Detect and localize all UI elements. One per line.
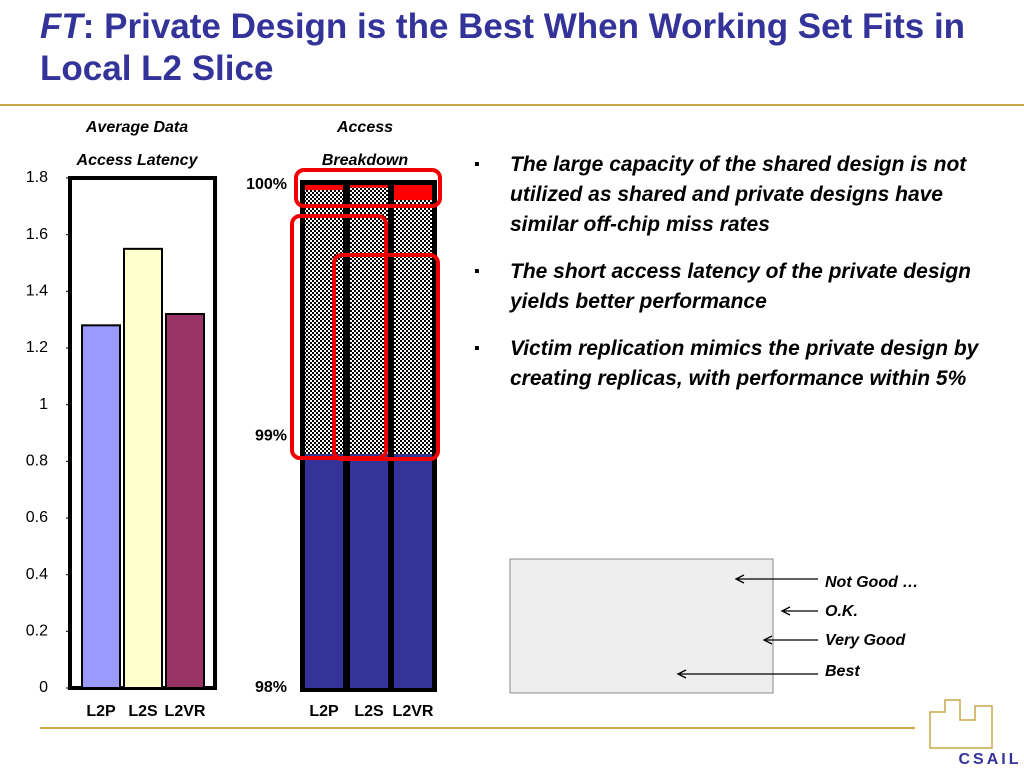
- bar-segment: [350, 187, 388, 424]
- bar: [81, 324, 121, 689]
- y-tick-label: 0.4: [26, 566, 48, 583]
- bar-segment: [305, 190, 343, 228]
- bar-segment: [305, 227, 343, 455]
- bar-segment: [394, 200, 432, 268]
- x-tick-label: L2VR: [393, 703, 434, 720]
- title-em: FT: [40, 7, 83, 46]
- chart-title: Access Latency: [76, 152, 199, 169]
- bar-segment: [350, 185, 388, 188]
- x-tick-label: L2P: [86, 703, 116, 720]
- bullet: Victim replication mimics the private de…: [470, 334, 1010, 394]
- highlight: [294, 168, 442, 208]
- x-tick-label: L2VR: [165, 703, 206, 720]
- bar-segment: [305, 185, 343, 191]
- bar-segment: [394, 185, 432, 201]
- bar-segment: [305, 454, 343, 688]
- y-tick-label: 100%: [246, 176, 287, 193]
- bar: [123, 247, 163, 689]
- annotation: Not Good …: [825, 574, 918, 591]
- bullet: The large capacity of the shared design …: [470, 150, 1010, 240]
- arrows: [676, 574, 818, 679]
- logo-text: CSAIL: [959, 751, 1022, 768]
- bullets: The large capacity of the shared design …: [470, 150, 1010, 411]
- x-tick-label: L2S: [354, 703, 384, 720]
- y-tick-label: 1.2: [26, 339, 48, 356]
- chart-title: Breakdown: [322, 152, 408, 169]
- y-tick-label: 0.6: [26, 509, 48, 526]
- y-tick-label: 0: [39, 679, 48, 696]
- annotation: Very Good: [825, 632, 907, 649]
- y-tick-label: 1: [39, 396, 48, 413]
- title-rest: : Private Design is the Best When Workin…: [40, 7, 966, 88]
- y-tick-label: 0.2: [26, 623, 48, 640]
- bar: [165, 313, 205, 689]
- y-tick-label: 99%: [255, 428, 287, 445]
- chart-title: Access: [336, 119, 393, 136]
- y-tick-label: 0.8: [26, 453, 48, 470]
- bar-segment: [394, 454, 432, 688]
- x-tick-label: L2S: [128, 703, 158, 720]
- logo: [929, 699, 993, 749]
- x-tick-label: L2P: [309, 703, 339, 720]
- bar-segment: [350, 423, 388, 455]
- legend-box: [509, 558, 774, 694]
- y-tick-label: 1.4: [26, 283, 48, 300]
- chart-title: Average Data: [85, 119, 188, 136]
- slide-title: FT: Private Design is the Best When Work…: [40, 6, 1000, 90]
- y-tick-label: 1.8: [26, 169, 48, 186]
- bar-segment: [350, 454, 388, 688]
- bullet: The short access latency of the private …: [470, 257, 1010, 317]
- annotation: O.K.: [825, 603, 858, 620]
- annotation: Best: [825, 663, 860, 680]
- bar-segment: [394, 267, 432, 455]
- y-tick-label: 98%: [255, 679, 287, 696]
- y-tick-label: 1.6: [26, 226, 48, 243]
- highlight: [332, 253, 440, 461]
